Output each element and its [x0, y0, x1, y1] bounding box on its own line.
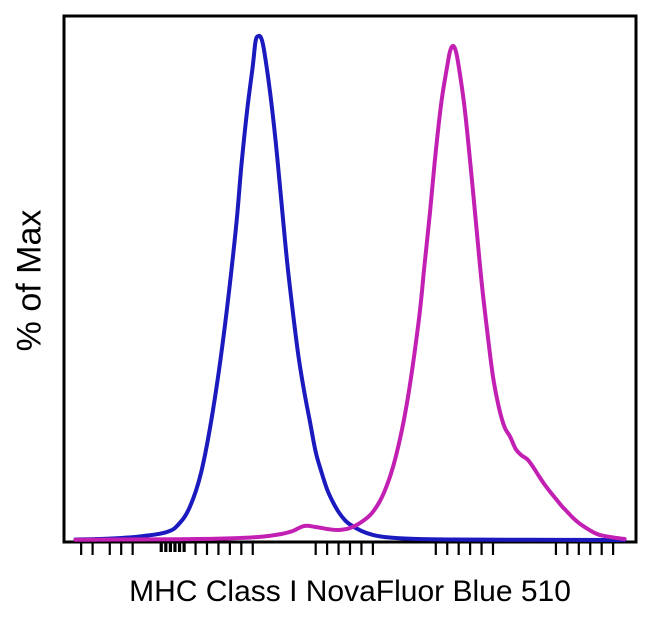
x-axis-label: MHC Class I NovaFluor Blue 510: [60, 575, 640, 609]
y-axis-label-text: % of Max: [11, 209, 50, 351]
plot-frame: [64, 16, 636, 542]
curve-stained: [75, 46, 624, 540]
curve-control: [75, 36, 624, 540]
y-axis-label: % of Max: [0, 0, 60, 560]
x-axis-label-text: MHC Class I NovaFluor Blue 510: [129, 575, 571, 608]
histogram-plot: [60, 10, 640, 570]
